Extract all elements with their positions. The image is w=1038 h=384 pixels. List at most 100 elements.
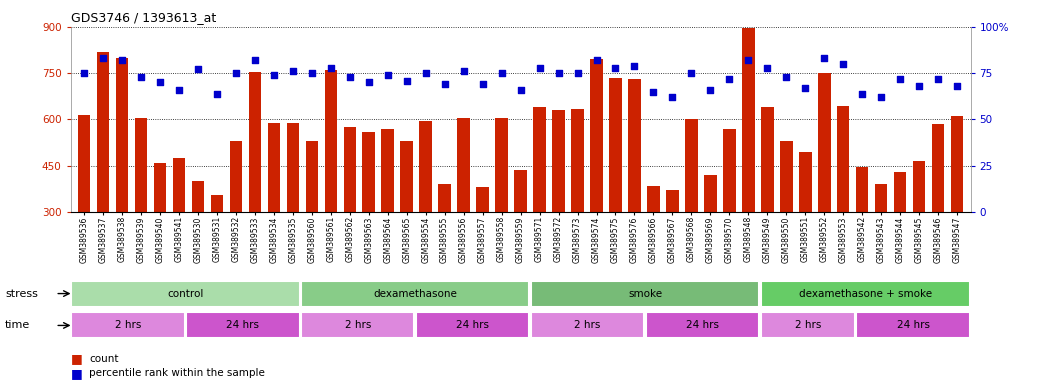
Point [152, 79, 168, 86]
Point [113, 57, 130, 63]
Bar [838, 106, 849, 305]
Bar [761, 107, 773, 305]
Point [816, 55, 832, 61]
Text: 2 hrs: 2 hrs [794, 320, 821, 331]
Text: 24 hrs: 24 hrs [686, 320, 719, 331]
Point [323, 65, 339, 71]
Bar [301, 281, 529, 306]
Point [550, 70, 567, 76]
Bar [476, 187, 489, 305]
Bar [419, 121, 432, 305]
Bar [951, 116, 963, 305]
Point [778, 74, 795, 80]
Point [835, 61, 851, 67]
Text: dexamethasone + smoke: dexamethasone + smoke [798, 288, 932, 299]
Point [911, 83, 928, 89]
Bar [401, 141, 413, 305]
Bar [761, 313, 855, 338]
Point [417, 70, 434, 76]
Text: count: count [89, 354, 118, 364]
Bar [115, 58, 128, 305]
Point [721, 76, 738, 82]
Point [284, 68, 301, 74]
Text: 24 hrs: 24 hrs [226, 320, 260, 331]
Bar [362, 132, 375, 305]
Text: percentile rank within the sample: percentile rank within the sample [89, 368, 265, 378]
Point [854, 91, 871, 97]
Point [626, 63, 643, 69]
Text: dexamethasone: dexamethasone [374, 288, 457, 299]
Point [474, 81, 491, 87]
Point [133, 74, 149, 80]
Point [76, 70, 92, 76]
Point [569, 70, 585, 76]
Point [227, 70, 244, 76]
Point [683, 70, 700, 76]
Bar [135, 118, 147, 305]
Bar [286, 122, 299, 305]
Point [664, 94, 681, 100]
Point [209, 91, 225, 97]
Point [266, 72, 282, 78]
Bar [72, 281, 300, 306]
Bar [248, 71, 261, 305]
Text: 2 hrs: 2 hrs [345, 320, 371, 331]
Bar [530, 281, 759, 306]
Bar [742, 28, 755, 305]
Bar [932, 124, 945, 305]
Point [170, 87, 187, 93]
Text: ■: ■ [71, 353, 82, 366]
Point [607, 65, 624, 71]
Text: control: control [167, 288, 203, 299]
Bar [301, 313, 414, 338]
Point [456, 68, 472, 74]
Text: 2 hrs: 2 hrs [115, 320, 141, 331]
Text: 2 hrs: 2 hrs [574, 320, 601, 331]
Bar [438, 184, 450, 305]
Point [342, 74, 358, 80]
Bar [530, 313, 645, 338]
Point [873, 94, 890, 100]
Bar [552, 110, 565, 305]
Bar [268, 122, 280, 305]
Bar [894, 172, 906, 305]
Point [493, 70, 510, 76]
Bar [534, 107, 546, 305]
Point [399, 78, 415, 84]
Point [646, 89, 662, 95]
Bar [186, 313, 300, 338]
Point [930, 76, 947, 82]
Bar [781, 141, 793, 305]
Bar [344, 127, 356, 305]
Point [360, 79, 377, 86]
Bar [723, 129, 736, 305]
Bar [761, 281, 969, 306]
Bar [172, 158, 185, 305]
Bar [628, 79, 640, 305]
Bar [609, 78, 622, 305]
Bar [154, 162, 166, 305]
Text: time: time [5, 320, 30, 331]
Point [190, 66, 207, 73]
Bar [229, 141, 242, 305]
Bar [72, 313, 185, 338]
Bar [913, 161, 926, 305]
Bar [666, 190, 679, 305]
Point [740, 57, 757, 63]
Point [949, 83, 965, 89]
Bar [704, 175, 716, 305]
Bar [325, 70, 337, 305]
Bar [856, 313, 969, 338]
Bar [416, 313, 529, 338]
Point [797, 85, 814, 91]
Text: GDS3746 / 1393613_at: GDS3746 / 1393613_at [71, 11, 216, 24]
Bar [799, 152, 812, 305]
Text: 24 hrs: 24 hrs [456, 320, 489, 331]
Text: stress: stress [5, 288, 38, 299]
Text: ■: ■ [71, 367, 82, 380]
Bar [875, 184, 887, 305]
Bar [571, 109, 583, 305]
Bar [685, 119, 698, 305]
Point [436, 81, 453, 87]
Bar [211, 195, 223, 305]
